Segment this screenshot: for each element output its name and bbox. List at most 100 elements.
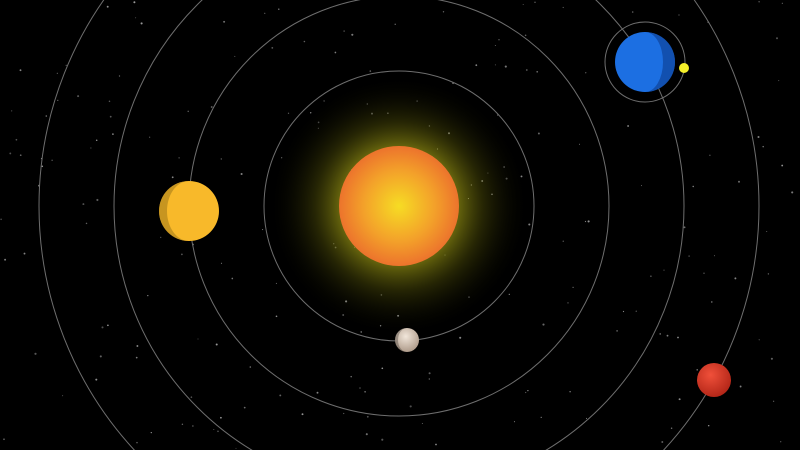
star bbox=[429, 372, 431, 374]
star bbox=[435, 444, 437, 446]
star bbox=[781, 165, 783, 167]
star bbox=[34, 353, 36, 355]
star bbox=[678, 14, 679, 15]
star bbox=[16, 139, 18, 141]
star bbox=[709, 155, 710, 156]
sun bbox=[339, 146, 459, 266]
star bbox=[96, 139, 98, 141]
star bbox=[221, 158, 222, 159]
star bbox=[223, 21, 225, 23]
star bbox=[773, 401, 774, 402]
star bbox=[661, 441, 663, 443]
star bbox=[66, 65, 67, 66]
star bbox=[422, 423, 423, 424]
star bbox=[11, 110, 12, 111]
star bbox=[20, 69, 22, 71]
star bbox=[220, 417, 222, 419]
star bbox=[107, 6, 109, 8]
star bbox=[57, 73, 58, 74]
star bbox=[498, 39, 499, 40]
planet-venus bbox=[159, 181, 219, 241]
star bbox=[495, 45, 496, 46]
star bbox=[335, 52, 337, 54]
star bbox=[703, 273, 704, 274]
star bbox=[160, 237, 161, 238]
star bbox=[136, 357, 138, 359]
star bbox=[82, 203, 84, 205]
star bbox=[585, 221, 586, 222]
star bbox=[650, 275, 652, 277]
star bbox=[527, 390, 528, 391]
planet-mars bbox=[697, 363, 731, 397]
star bbox=[62, 395, 63, 396]
star bbox=[367, 416, 369, 418]
star bbox=[762, 146, 764, 148]
star bbox=[46, 115, 48, 117]
star bbox=[679, 398, 681, 400]
star bbox=[149, 137, 150, 138]
star bbox=[711, 301, 712, 302]
star bbox=[304, 41, 306, 43]
star bbox=[780, 441, 781, 442]
star bbox=[734, 277, 736, 279]
star bbox=[692, 186, 693, 187]
star bbox=[778, 80, 779, 81]
star bbox=[671, 428, 672, 429]
star bbox=[192, 425, 193, 426]
star bbox=[344, 31, 345, 32]
star bbox=[262, 229, 263, 230]
star bbox=[684, 226, 686, 228]
star bbox=[112, 133, 114, 135]
star bbox=[542, 324, 544, 326]
star bbox=[541, 417, 542, 418]
star bbox=[714, 255, 715, 256]
star bbox=[563, 241, 564, 242]
star bbox=[276, 315, 278, 317]
star bbox=[509, 294, 510, 295]
star bbox=[475, 64, 477, 66]
star bbox=[370, 70, 372, 72]
star bbox=[77, 95, 79, 97]
star bbox=[526, 69, 528, 71]
star bbox=[563, 7, 564, 8]
star bbox=[791, 191, 793, 193]
star bbox=[141, 22, 143, 24]
star bbox=[768, 273, 769, 274]
star bbox=[351, 34, 353, 36]
star bbox=[271, 47, 273, 49]
star bbox=[567, 302, 568, 303]
star bbox=[523, 4, 524, 5]
star bbox=[623, 311, 624, 312]
star bbox=[133, 1, 135, 3]
star bbox=[101, 326, 103, 328]
star bbox=[359, 387, 361, 389]
star bbox=[221, 263, 222, 264]
planet-mercury bbox=[395, 328, 419, 352]
star bbox=[677, 337, 679, 339]
star bbox=[187, 111, 188, 112]
star bbox=[538, 133, 540, 135]
star bbox=[178, 157, 179, 158]
star bbox=[410, 405, 412, 407]
star bbox=[96, 199, 98, 201]
star bbox=[244, 407, 246, 409]
star bbox=[197, 338, 198, 339]
star bbox=[51, 160, 52, 161]
moon bbox=[679, 63, 689, 73]
star bbox=[688, 255, 689, 256]
star bbox=[381, 439, 383, 441]
star bbox=[9, 152, 11, 154]
star bbox=[579, 144, 580, 145]
star bbox=[119, 75, 120, 76]
star bbox=[758, 1, 759, 2]
star bbox=[366, 433, 368, 435]
star bbox=[667, 335, 669, 337]
star bbox=[443, 11, 444, 12]
planet-earth-system bbox=[605, 22, 689, 102]
star bbox=[95, 379, 97, 381]
star bbox=[110, 116, 112, 118]
star bbox=[211, 106, 213, 108]
star bbox=[771, 358, 773, 360]
star bbox=[586, 418, 587, 419]
